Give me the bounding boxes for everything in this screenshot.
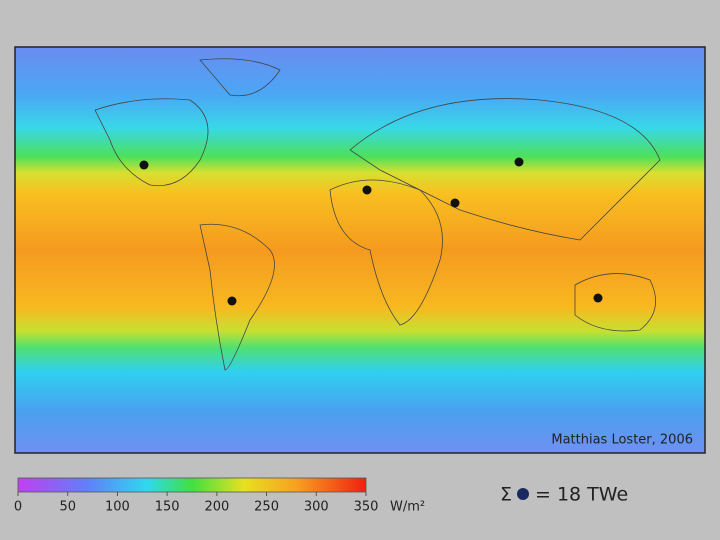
site-marker	[227, 296, 237, 306]
legend-symbol: Σ	[500, 484, 512, 506]
colorbar-tick-label: 350	[354, 500, 379, 515]
site-marker	[362, 185, 372, 195]
site-marker	[139, 160, 149, 170]
site-marker	[450, 198, 460, 208]
credit: Matthias Loster, 2006	[551, 433, 693, 448]
colorbar-unit: W/m²	[390, 500, 425, 515]
colorbar-tick-label: 50	[59, 500, 76, 515]
colorbar-tick-label: 100	[105, 500, 130, 515]
site-markers	[139, 157, 603, 306]
legend-text: = 18 TWe	[535, 484, 628, 506]
irradiance-map	[14, 46, 706, 454]
colorbar-tick-label: 300	[304, 500, 329, 515]
colorbar-tick-label: 200	[204, 500, 229, 515]
colorbar-tick-label: 250	[254, 500, 279, 515]
site-marker	[514, 157, 524, 167]
colorbar-tick-label: 0	[14, 500, 22, 515]
coastlines	[94, 58, 661, 371]
colorbar	[17, 477, 367, 493]
colorbar-ticks: 0 50 100 150 200 250 300 350	[14, 492, 379, 515]
site-marker	[593, 293, 603, 303]
legend-marker	[517, 488, 529, 500]
colorbar-tick-label: 150	[155, 500, 180, 515]
